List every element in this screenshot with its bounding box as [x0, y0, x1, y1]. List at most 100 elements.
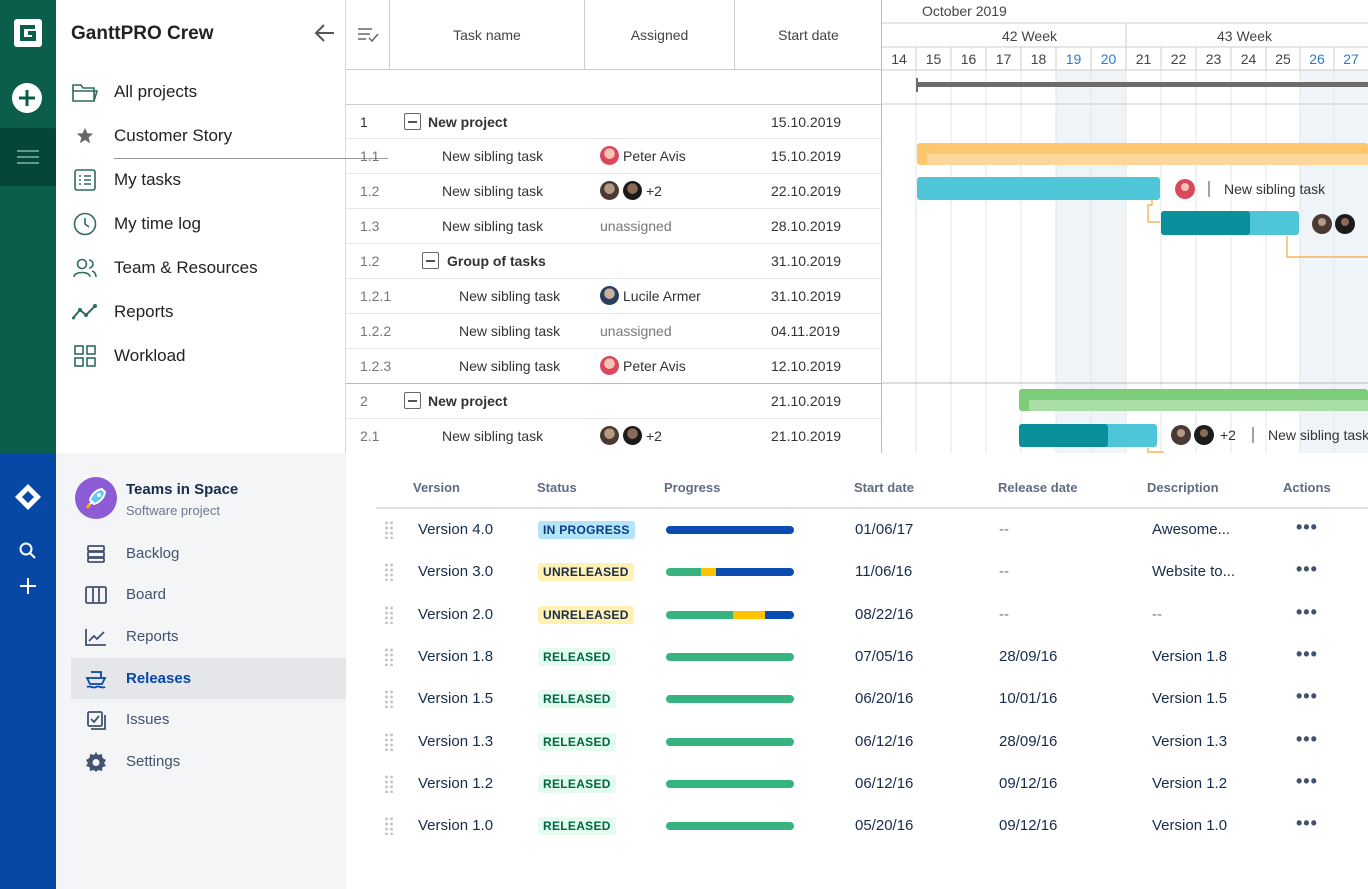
table-row[interactable]: 1 New project 15.10.2019	[346, 104, 881, 139]
progress-segment	[666, 738, 794, 746]
version-name[interactable]: Version 4.0	[418, 521, 494, 538]
column-progress[interactable]: Progress	[664, 480, 721, 495]
version-name[interactable]: Version 1.0	[418, 817, 494, 834]
version-name[interactable]: Version 3.0	[418, 563, 494, 580]
nav-reports[interactable]: Reports	[71, 616, 346, 657]
row-name[interactable]: New sibling task	[459, 358, 561, 374]
version-name[interactable]: Version 1.5	[418, 690, 494, 707]
collapse-box-icon[interactable]	[422, 252, 439, 269]
row-assignee[interactable]: +2	[600, 426, 662, 445]
drag-handle-icon[interactable]	[384, 521, 394, 540]
project-name[interactable]: Teams in Space	[126, 481, 239, 498]
nav-issues[interactable]: Issues	[71, 699, 346, 740]
table-row[interactable]: Version 1.3 RELEASED 06/12/16 28/09/16 Versi…	[346, 721, 1368, 763]
row-assignee[interactable]: unassigned	[600, 323, 672, 339]
version-name[interactable]: Version 1.2	[418, 775, 494, 792]
row-assignee[interactable]: +2	[600, 181, 662, 200]
menu-toggle[interactable]	[0, 128, 56, 186]
version-name[interactable]: Version 1.8	[418, 648, 494, 665]
table-row[interactable]: Version 2.0 UNRELEASED 08/22/16 -- -- •••	[346, 594, 1368, 636]
row-name[interactable]: New sibling task	[459, 288, 561, 304]
table-row[interactable]: Version 1.5 RELEASED 06/20/16 10/01/16 Versi…	[346, 678, 1368, 720]
table-row[interactable]: 1.2.2 New sibling task unassigned 04.11.…	[346, 314, 881, 349]
ganttpro-logo-icon[interactable]	[14, 19, 42, 47]
description: Website to...	[1152, 563, 1236, 580]
column-settings-button[interactable]	[346, 0, 390, 70]
column-release-date[interactable]: Release date	[998, 480, 1078, 495]
drag-handle-icon[interactable]	[384, 817, 394, 836]
column-start-date[interactable]: Start date	[854, 480, 914, 495]
column-description[interactable]: Description	[1147, 480, 1219, 495]
column-version[interactable]: Version	[413, 480, 460, 495]
table-row[interactable]: 1.2.3 New sibling task Peter Avis 12.10.…	[346, 349, 881, 384]
project-avatar[interactable]	[75, 477, 117, 519]
nav-customer-story[interactable]: Customer Story	[71, 116, 333, 156]
row-assignee[interactable]: unassigned	[600, 218, 672, 234]
nav-board[interactable]: Board	[71, 574, 346, 615]
table-row[interactable]: Version 3.0 UNRELEASED 11/06/16 -- Website t…	[346, 551, 1368, 593]
more-actions-button[interactable]: •••	[1296, 602, 1318, 622]
drag-handle-icon[interactable]	[384, 733, 394, 752]
table-row[interactable]: 1.2 New sibling task +2 22.10.2019	[346, 174, 881, 209]
column-start-date[interactable]: Start date	[778, 27, 839, 43]
task-bar[interactable]	[917, 177, 1160, 200]
table-row[interactable]: 1.2.1 New sibling task Lucile Armer 31.1…	[346, 279, 881, 314]
search-icon[interactable]	[18, 541, 38, 561]
table-row[interactable]: Version 1.8 RELEASED 07/05/16 28/09/16 Versi…	[346, 636, 1368, 678]
row-name[interactable]: New sibling task	[442, 148, 544, 164]
row-name[interactable]: New project	[428, 393, 508, 409]
start-date: 06/12/16	[855, 733, 914, 750]
more-actions-button[interactable]: •••	[1296, 729, 1318, 749]
nav-settings[interactable]: Settings	[71, 741, 346, 782]
drag-handle-icon[interactable]	[384, 648, 394, 667]
more-actions-button[interactable]: •••	[1296, 771, 1318, 791]
nav-my-tasks[interactable]: My tasks	[71, 160, 333, 200]
row-name[interactable]: New sibling task	[459, 323, 561, 339]
more-actions-button[interactable]: •••	[1296, 517, 1318, 537]
column-task-name[interactable]: Task name	[390, 0, 585, 70]
drag-handle-icon[interactable]	[384, 606, 394, 625]
row-assignee[interactable]: Peter Avis	[600, 146, 686, 165]
more-actions-button[interactable]: •••	[1296, 686, 1318, 706]
row-name[interactable]: New sibling task	[442, 183, 544, 199]
table-row[interactable]: 1.1 New sibling task Peter Avis 15.10.20…	[346, 139, 881, 174]
version-name[interactable]: Version 2.0	[418, 606, 494, 623]
drag-handle-icon[interactable]	[384, 775, 394, 794]
clock-icon	[71, 210, 99, 238]
create-plus-icon[interactable]	[18, 576, 38, 596]
version-name[interactable]: Version 1.3	[418, 733, 494, 750]
more-actions-button[interactable]: •••	[1296, 559, 1318, 579]
table-row[interactable]: Version 4.0 IN PROGRESS 01/06/17 -- Awesome.…	[346, 509, 1368, 551]
nav-backlog[interactable]: Backlog	[71, 533, 346, 574]
table-row[interactable]: 1.3 New sibling task unassigned 28.10.20…	[346, 209, 881, 244]
table-row[interactable]: 2.1 New sibling task +2 21.10.2019	[346, 419, 881, 453]
nav-releases[interactable]: Releases	[71, 658, 346, 699]
table-row[interactable]: Version 1.0 RELEASED 05/20/16 09/12/16 Versi…	[346, 805, 1368, 847]
nav-workload[interactable]: Workload	[71, 336, 333, 376]
add-circle-icon[interactable]	[11, 82, 43, 114]
jira-logo-icon[interactable]	[14, 483, 42, 511]
nav-my-time-log[interactable]: My time log	[71, 204, 333, 244]
drag-handle-icon[interactable]	[384, 690, 394, 709]
project-summary-bar[interactable]	[917, 82, 1368, 87]
table-row[interactable]: 2 New project 21.10.2019	[346, 384, 881, 419]
row-name[interactable]: Group of tasks	[447, 253, 546, 269]
row-assignee[interactable]: Peter Avis	[600, 356, 686, 375]
row-name[interactable]: New sibling task	[442, 218, 544, 234]
table-row[interactable]: 1.2 Group of tasks 31.10.2019	[346, 244, 881, 279]
row-name[interactable]: New sibling task	[442, 428, 544, 444]
row-name[interactable]: New project	[428, 114, 508, 130]
nav-all-projects[interactable]: All projects	[71, 72, 333, 112]
row-assignee[interactable]: Lucile Armer	[600, 286, 701, 305]
drag-handle-icon[interactable]	[384, 563, 394, 582]
more-actions-button[interactable]: •••	[1296, 813, 1318, 833]
collapse-arrow-icon[interactable]	[314, 22, 336, 44]
collapse-box-icon[interactable]	[404, 113, 421, 130]
column-status[interactable]: Status	[537, 480, 577, 495]
collapse-box-icon[interactable]	[404, 392, 421, 409]
more-actions-button[interactable]: •••	[1296, 644, 1318, 664]
table-row[interactable]: Version 1.2 RELEASED 06/12/16 09/12/16 Versi…	[346, 763, 1368, 805]
nav-team-resources[interactable]: Team & Resources	[71, 248, 333, 288]
column-assigned[interactable]: Assigned	[585, 0, 735, 70]
nav-reports[interactable]: Reports	[71, 292, 333, 332]
